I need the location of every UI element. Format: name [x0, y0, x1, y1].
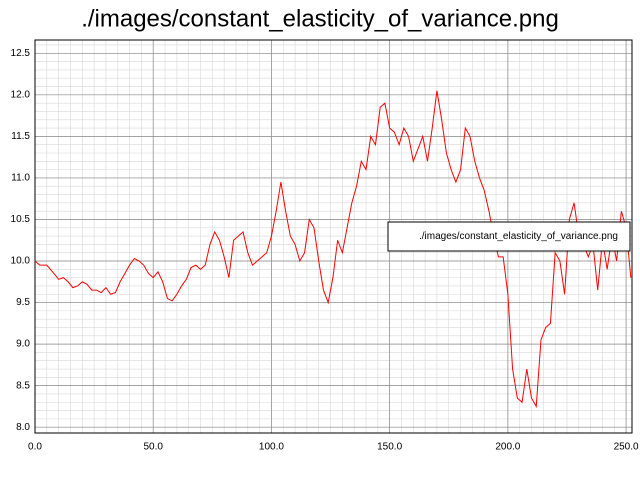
y-tick-label: 12.5 [11, 48, 31, 59]
y-tick-label: 11.0 [11, 173, 30, 184]
y-tick-label: 9.5 [16, 297, 30, 308]
y-tick-label: 9.0 [16, 339, 30, 350]
chart-title: ./images/constant_elasticity_of_variance… [81, 5, 559, 32]
x-tick-label: 100.0 [259, 442, 284, 453]
y-tick-label: 10.0 [11, 256, 31, 267]
y-tick-label: 8.5 [16, 380, 30, 391]
x-tick-label: 0.0 [28, 442, 42, 453]
y-tick-label: 12.0 [11, 89, 31, 100]
legend-box [387, 221, 631, 252]
x-tick-label: 250.0 [614, 442, 639, 453]
y-tick-label: 10.5 [11, 214, 31, 225]
y-tick-label: 11.5 [11, 131, 30, 142]
x-tick-label: 150.0 [377, 442, 402, 453]
plot-frame [34, 39, 633, 434]
x-tick-label: 50.0 [143, 442, 163, 453]
x-tick-label: 200.0 [495, 442, 520, 453]
legend-label: ./images/constant_elasticity_of_variance… [419, 231, 618, 242]
y-tick-label: 8.0 [16, 422, 30, 433]
line-series [34, 90, 632, 409]
